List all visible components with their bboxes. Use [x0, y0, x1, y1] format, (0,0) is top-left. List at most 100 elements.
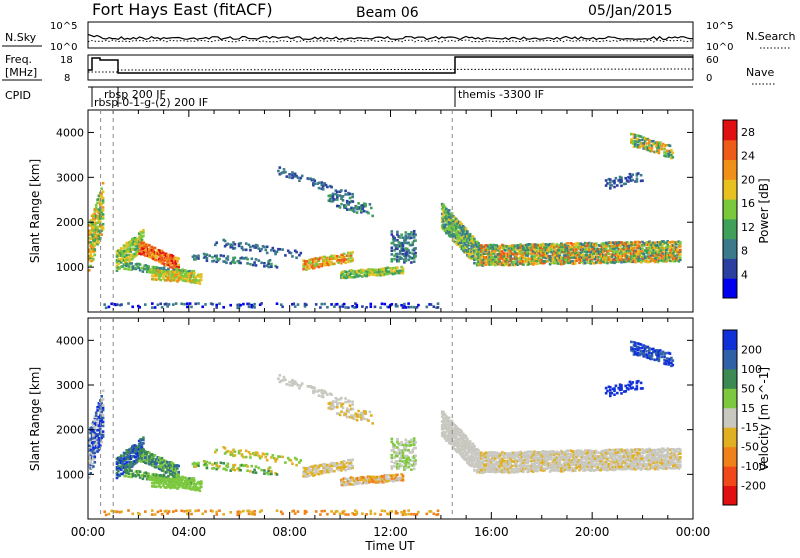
data-cell	[352, 408, 355, 411]
data-cell	[472, 255, 475, 258]
data-cell	[638, 241, 641, 244]
data-cell	[286, 175, 289, 178]
data-cell	[102, 209, 105, 212]
nsky-tick-bottom: 10^0	[50, 42, 77, 53]
data-cell	[556, 451, 559, 454]
data-cell	[256, 244, 259, 247]
data-cell	[342, 199, 345, 202]
data-cell	[679, 256, 682, 259]
data-cell	[163, 266, 166, 269]
data-cell	[410, 444, 413, 447]
data-cell	[336, 462, 339, 465]
data-cell	[536, 470, 539, 473]
data-cell	[336, 303, 339, 306]
data-cell	[166, 461, 169, 464]
data-cell	[391, 454, 394, 457]
data-cell	[462, 245, 465, 248]
data-cell	[319, 306, 322, 309]
data-cell	[220, 254, 223, 257]
data-cell	[256, 452, 259, 455]
data-cell	[125, 461, 128, 464]
data-cell	[351, 270, 354, 273]
data-cell	[94, 461, 97, 464]
data-cell	[414, 255, 417, 258]
data-cell	[398, 467, 401, 470]
data-cell	[295, 257, 298, 260]
data-cell	[295, 251, 298, 254]
data-cell	[469, 233, 472, 236]
data-cell	[374, 306, 377, 309]
data-cell	[200, 480, 203, 483]
data-cell	[239, 262, 242, 265]
data-cell	[160, 474, 163, 477]
data-cell	[326, 393, 329, 396]
data-cell	[249, 249, 252, 252]
data-cell	[627, 180, 630, 183]
data-cell	[458, 235, 461, 238]
data-cell	[227, 258, 230, 261]
data-cell	[102, 434, 105, 437]
data-cell	[128, 475, 131, 478]
data-cell	[130, 262, 133, 265]
data-cell	[605, 248, 608, 251]
data-cell	[340, 397, 343, 400]
colorbar-segment	[723, 219, 737, 239]
data-cell	[584, 242, 587, 245]
data-cell	[95, 412, 98, 415]
nsky-frame	[88, 22, 693, 48]
data-cell	[276, 251, 279, 254]
data-cell	[249, 470, 252, 473]
data-cell	[142, 229, 145, 232]
data-cell	[413, 236, 416, 239]
data-cell	[665, 144, 668, 147]
data-cell	[392, 267, 395, 270]
power-colorbar-label: Power [dB]	[757, 178, 771, 243]
data-cell	[414, 455, 417, 458]
data-cell	[218, 258, 221, 261]
data-cell	[362, 207, 365, 210]
data-cell	[636, 178, 639, 181]
data-cell	[197, 255, 200, 258]
data-cell	[270, 470, 273, 473]
data-cell	[249, 263, 252, 266]
nave-trace	[88, 69, 693, 72]
nave-tick-top: 60	[706, 55, 719, 66]
data-cell	[130, 469, 133, 472]
data-cell	[91, 256, 94, 259]
data-cell	[399, 252, 402, 255]
data-cell	[399, 444, 402, 447]
data-cell	[123, 455, 126, 458]
colorbar-segment	[723, 120, 737, 140]
data-cell	[405, 306, 408, 309]
data-cell	[94, 254, 97, 257]
data-cell	[253, 469, 256, 472]
data-cell	[339, 194, 342, 197]
data-cell	[396, 248, 399, 251]
data-cell	[215, 306, 218, 309]
data-cell	[89, 231, 92, 234]
data-cell	[620, 185, 623, 188]
data-cell	[347, 411, 350, 414]
data-cell	[391, 258, 394, 261]
data-cell	[391, 460, 394, 463]
data-cell	[522, 471, 525, 474]
data-cell	[584, 449, 587, 452]
colorbar-segment	[723, 179, 737, 199]
data-cell	[284, 461, 287, 464]
data-cell	[430, 303, 433, 306]
data-cell	[608, 256, 611, 259]
data-cell	[300, 252, 303, 255]
data-cell	[245, 242, 248, 245]
data-cell	[206, 257, 209, 260]
data-cell	[227, 450, 230, 453]
data-cell	[177, 471, 180, 474]
data-cell	[606, 182, 609, 185]
data-cell	[294, 173, 297, 176]
data-cell	[172, 303, 175, 306]
data-cell	[339, 206, 342, 209]
data-cell	[281, 456, 284, 459]
data-cell	[407, 242, 410, 245]
data-cell	[215, 255, 218, 258]
data-cell	[144, 303, 147, 306]
data-cell	[391, 230, 394, 233]
